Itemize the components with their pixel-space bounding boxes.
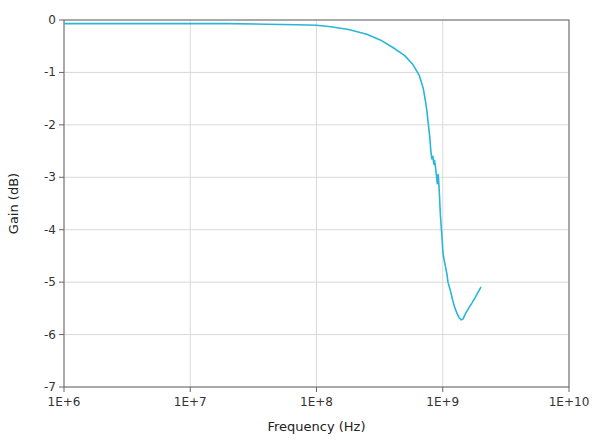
grid xyxy=(64,20,569,387)
y-tick xyxy=(59,229,64,230)
x-grid-line xyxy=(190,20,191,387)
y-tick-label: -3 xyxy=(44,170,56,184)
x-tick xyxy=(316,387,317,392)
y-grid-line xyxy=(64,124,569,125)
x-grid-line xyxy=(316,20,317,387)
x-grid-line xyxy=(442,20,443,387)
y-grid-line xyxy=(64,334,569,335)
background xyxy=(0,0,593,443)
x-tick xyxy=(64,387,65,392)
x-tick-label: 1E+6 xyxy=(48,395,81,409)
y-tick xyxy=(59,20,64,21)
y-tick xyxy=(59,282,64,283)
y-tick xyxy=(59,387,64,388)
y-tick-label: -4 xyxy=(44,223,56,237)
y-tick-label: -7 xyxy=(44,380,56,394)
x-tick-label: 1E+7 xyxy=(174,395,207,409)
y-tick xyxy=(59,177,64,178)
x-tick xyxy=(569,387,570,392)
x-tick-label: 1E+9 xyxy=(426,395,459,409)
chart: 1E+6 1E+7 1E+8 1E+9 1E+10 0 -1 -2 -3 -4 -5 -6 -7 Freq… xyxy=(0,0,593,443)
y-tick-label: -1 xyxy=(44,65,56,79)
y-grid-line xyxy=(64,282,569,283)
x-axis-label: Frequency (Hz) xyxy=(267,419,365,434)
y-tick xyxy=(59,124,64,125)
x-tick xyxy=(190,387,191,392)
axes: 1E+6 1E+7 1E+8 1E+9 1E+10 0 -1 -2 -3 -4 -5 -6 -7 xyxy=(44,13,589,409)
data xyxy=(64,24,481,320)
y-tick-label: -2 xyxy=(44,118,56,132)
y-tick xyxy=(59,334,64,335)
x-tick-label: 1E+8 xyxy=(300,395,333,409)
y-tick-label: -6 xyxy=(44,328,56,342)
y-axis-label: Gain (dB) xyxy=(6,173,21,234)
gain-line xyxy=(64,24,481,320)
y-tick-label: -5 xyxy=(44,275,56,289)
x-tick xyxy=(442,387,443,392)
y-grid-line xyxy=(64,72,569,73)
y-grid-line xyxy=(64,177,569,178)
y-tick xyxy=(59,72,64,73)
plot-frame xyxy=(64,20,569,387)
y-grid-line xyxy=(64,229,569,230)
y-tick-label: 0 xyxy=(48,13,56,27)
x-tick-label: 1E+10 xyxy=(549,395,590,409)
